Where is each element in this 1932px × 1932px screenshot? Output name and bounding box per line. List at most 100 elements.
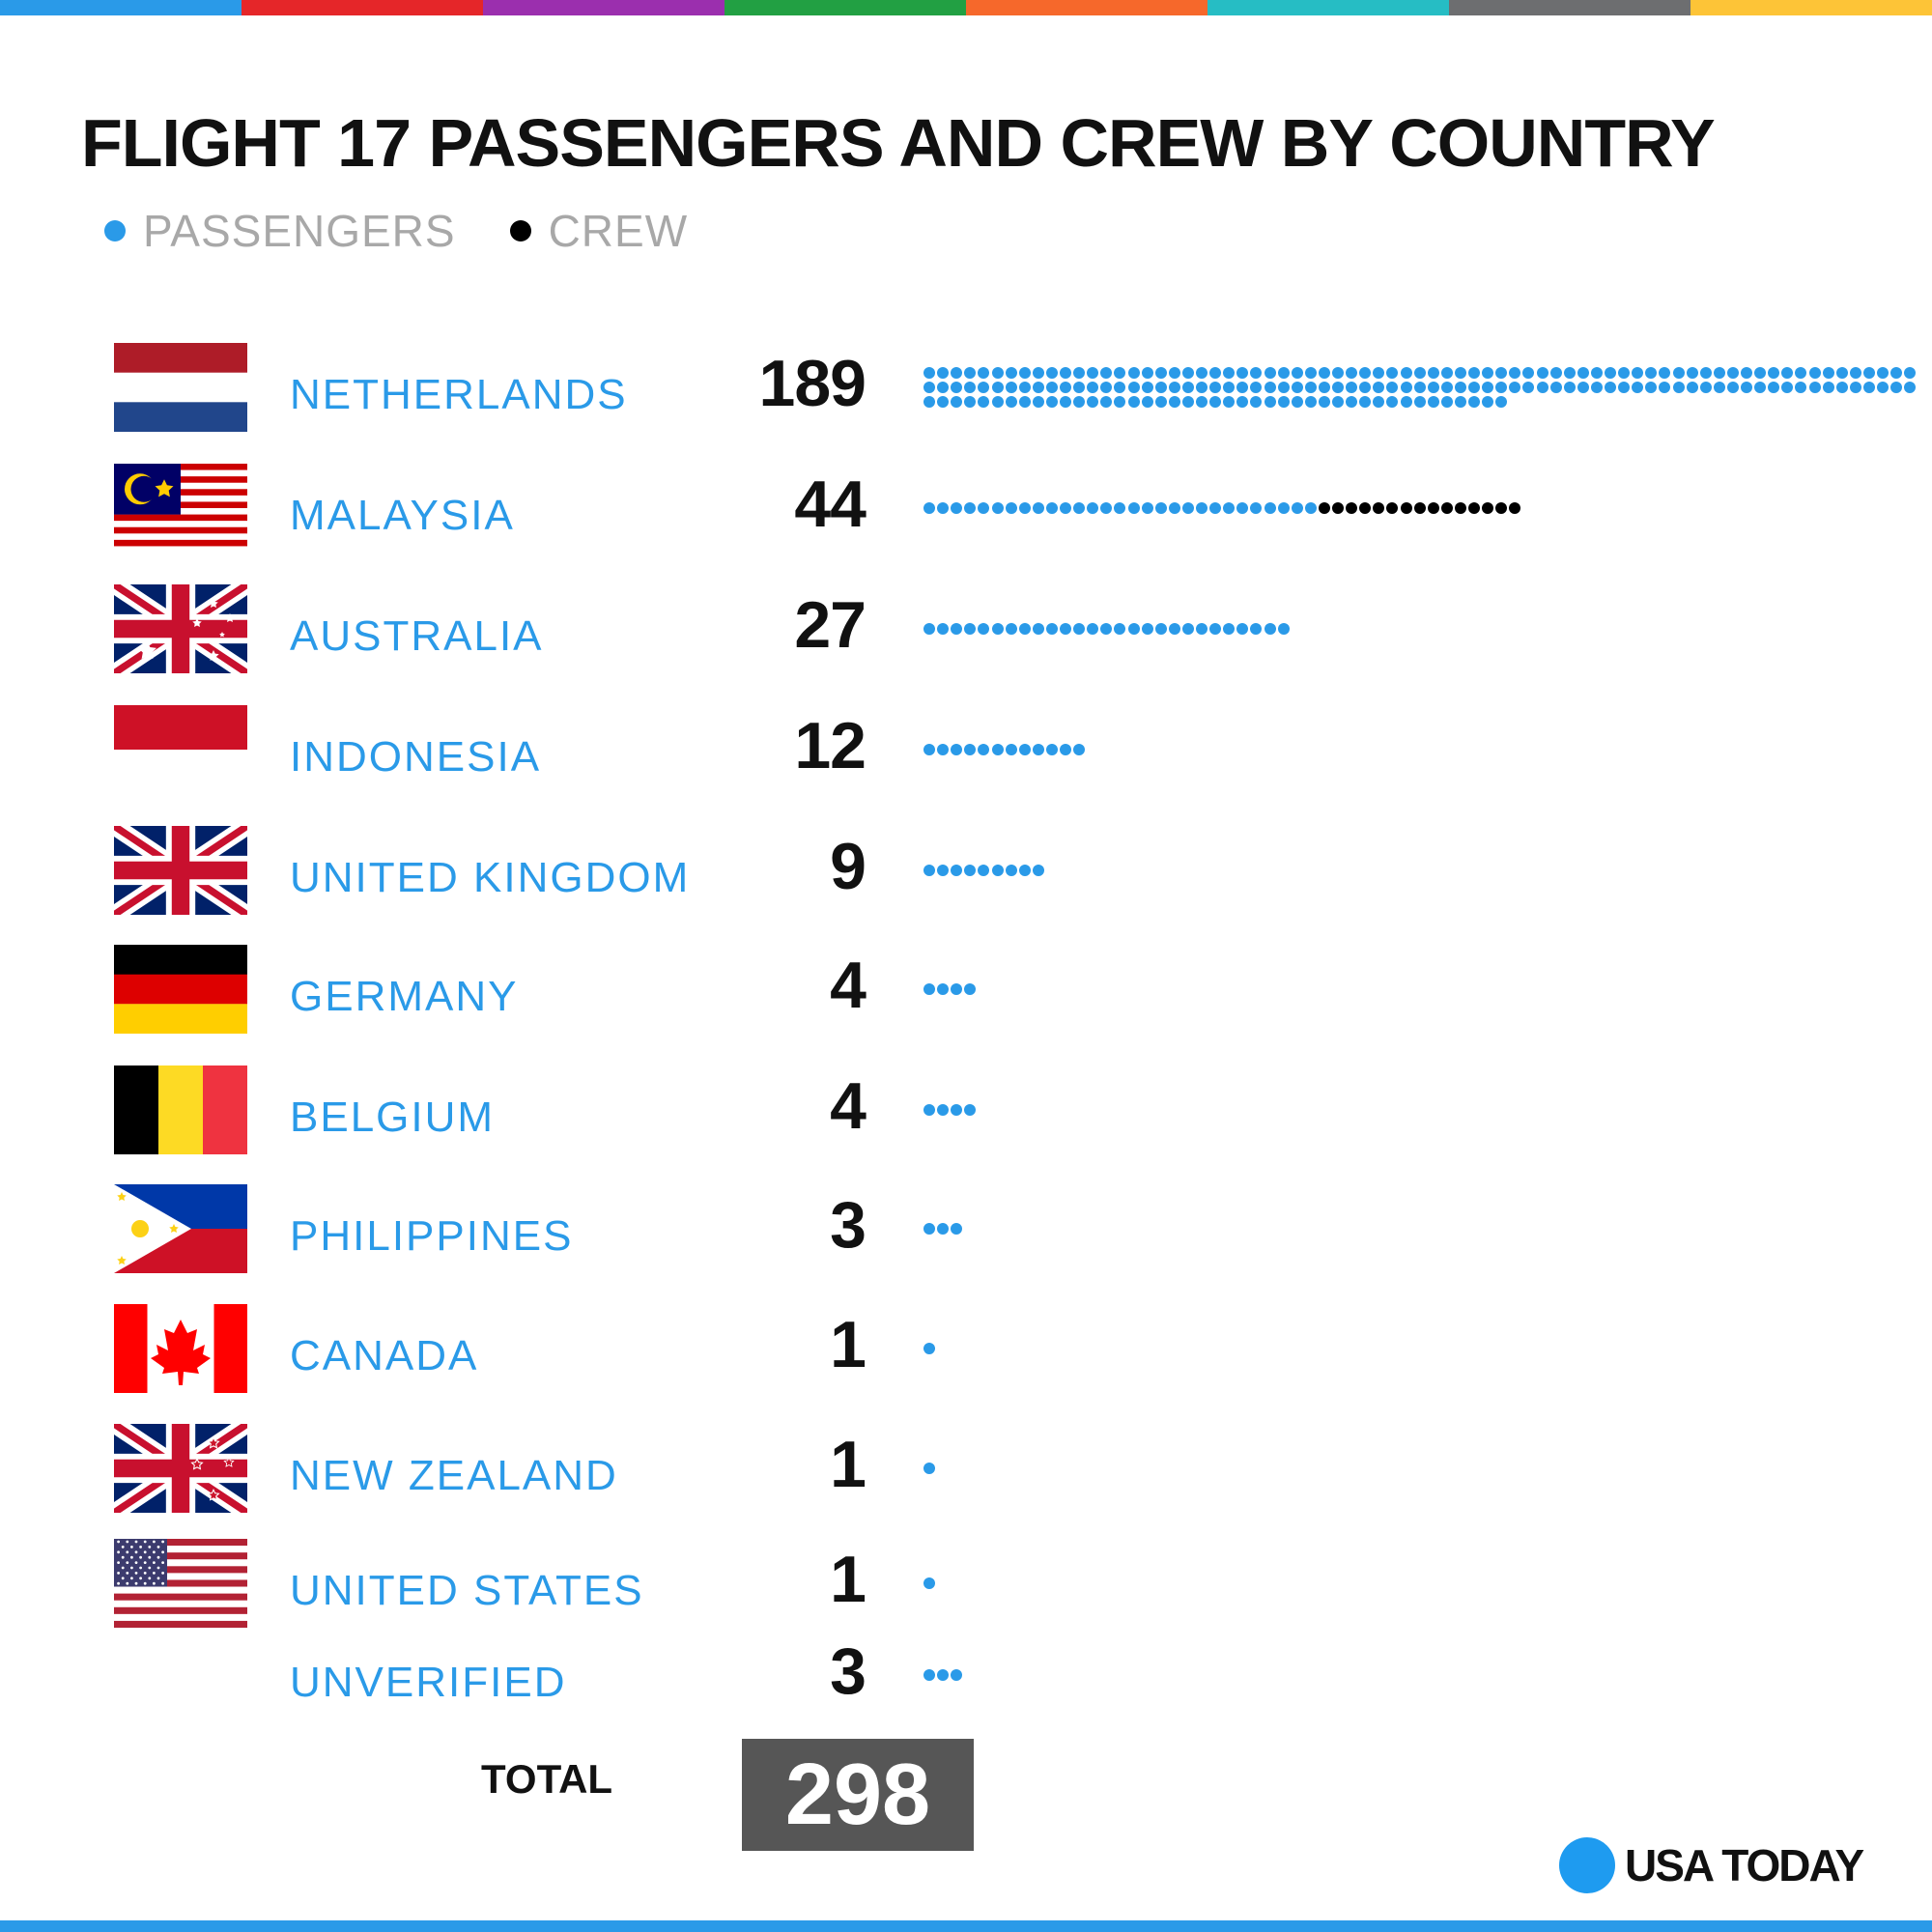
country-count: 1: [830, 1428, 867, 1501]
passenger-dot: [1835, 382, 1848, 393]
passenger-dot: [1141, 502, 1153, 514]
country-label: PHILIPPINES: [290, 1212, 574, 1260]
total-value: 298: [742, 1739, 974, 1851]
passenger-dot: [923, 1463, 935, 1474]
passenger-dot: [1713, 367, 1725, 379]
passenger-dot: [1277, 502, 1290, 514]
passenger-dot: [951, 983, 963, 995]
passenger-dot: [978, 623, 990, 635]
passenger-dot: [1904, 367, 1917, 379]
passenger-dot: [1045, 744, 1058, 755]
passenger-dot: [1032, 396, 1044, 408]
passenger-dot: [1168, 623, 1180, 635]
passenger-dot: [1277, 623, 1290, 635]
passenger-dot: [1236, 396, 1249, 408]
passenger-dot: [1346, 396, 1358, 408]
country-label: CANADA: [290, 1332, 479, 1379]
passenger-dot: [1768, 367, 1780, 379]
passenger-dot: [1100, 623, 1113, 635]
passenger-dot: [1304, 367, 1317, 379]
passenger-dot: [937, 1669, 950, 1681]
indonesia-flag-icon: [114, 705, 247, 794]
passenger-dot: [951, 502, 963, 514]
passenger-dot: [1862, 367, 1875, 379]
passenger-dot: [1045, 382, 1058, 393]
passenger-dot: [951, 865, 963, 876]
crew-dot: [1359, 502, 1372, 514]
top-bar-segment: [1449, 0, 1690, 15]
country-count: 44: [794, 468, 867, 541]
passenger-dot: [1835, 367, 1848, 379]
passenger-dot: [1454, 396, 1466, 408]
passenger-dot: [1018, 367, 1031, 379]
passenger-dot: [951, 1223, 963, 1235]
passenger-dot: [1223, 502, 1236, 514]
passenger-dot: [1236, 367, 1249, 379]
passenger-dot: [1060, 502, 1071, 514]
crew-dot: [1373, 502, 1385, 514]
passenger-dot: [1373, 396, 1385, 408]
passenger-dot: [1509, 367, 1521, 379]
passenger-dot: [1413, 367, 1426, 379]
legend-item-passengers: PASSENGERS: [104, 205, 456, 257]
passenger-dot: [1413, 382, 1426, 393]
passenger-dot: [991, 396, 1004, 408]
passenger-dot: [1073, 367, 1086, 379]
passenger-dot: [1346, 382, 1358, 393]
passenger-dot: [1264, 396, 1276, 408]
country-count: 3: [830, 1188, 867, 1262]
passenger-dot: [1522, 382, 1535, 393]
malaysia-flag-icon: [114, 464, 247, 553]
passenger-dot: [1181, 367, 1194, 379]
passenger-dot: [1877, 382, 1889, 393]
passenger-dot: [1018, 396, 1031, 408]
crew-dot: [1482, 502, 1494, 514]
passenger-dot: [1672, 367, 1685, 379]
passenger-dot: [1264, 502, 1276, 514]
passenger-dot: [937, 744, 950, 755]
passenger-dot: [1127, 502, 1140, 514]
passenger-dot: [1250, 623, 1263, 635]
top-color-bar: [0, 0, 1932, 15]
passenger-dot: [1045, 502, 1058, 514]
passenger-dot: [1018, 623, 1031, 635]
passenger-dot: [964, 1104, 977, 1116]
passenger-dot: [1114, 367, 1126, 379]
passenger-dot: [1659, 382, 1671, 393]
passenger-dot: [1659, 367, 1671, 379]
passenger-dot: [1304, 502, 1317, 514]
passenger-dot: [1087, 502, 1099, 514]
passenger-dot: [1468, 367, 1480, 379]
passenger-dot: [1005, 744, 1017, 755]
passenger-dot: [1686, 382, 1698, 393]
passenger-dot: [923, 502, 935, 514]
crew-dot-icon: [509, 220, 531, 242]
passenger-dot: [1181, 502, 1194, 514]
passenger-dot: [1849, 367, 1861, 379]
passenger-dot: [1373, 382, 1385, 393]
passenger-dot: [1699, 382, 1712, 393]
passenger-dot: [1277, 382, 1290, 393]
passenger-dot: [964, 865, 977, 876]
passenger-dot: [1849, 382, 1861, 393]
crew-dot: [1346, 502, 1358, 514]
bottom-color-bar: [0, 1920, 1932, 1932]
passenger-dot: [1359, 396, 1372, 408]
passenger-dot: [1618, 367, 1631, 379]
top-bar-segment: [1208, 0, 1449, 15]
passenger-dot: [1250, 396, 1263, 408]
passenger-dot: [1359, 382, 1372, 393]
passenger-dot: [1577, 367, 1589, 379]
passenger-dot: [923, 1104, 935, 1116]
country-count: 27: [794, 588, 867, 662]
country-count: 189: [758, 347, 867, 420]
passenger-dot: [1427, 382, 1439, 393]
passenger-dot: [1060, 396, 1071, 408]
crew-dot: [1440, 502, 1453, 514]
passenger-dot: [1890, 382, 1903, 393]
crew-dot: [1318, 502, 1330, 514]
passenger-dot: [1196, 396, 1208, 408]
passenger-dot: [1073, 396, 1086, 408]
passenger-dot: [1468, 396, 1480, 408]
passenger-dot: [1291, 396, 1303, 408]
